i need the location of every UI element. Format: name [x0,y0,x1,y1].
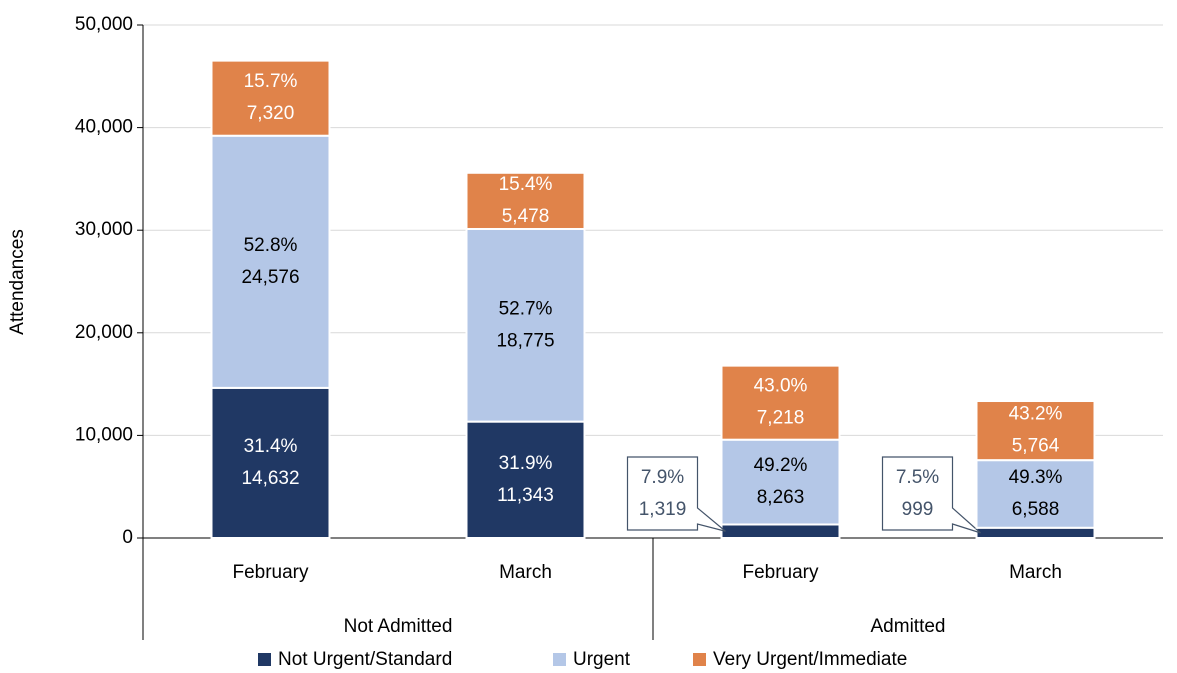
y-tick-label: 50,000 [75,14,133,35]
legend-swatch [553,653,566,666]
value-label: 6,588 [1012,499,1060,520]
bar-segment [210,386,331,539]
value-label: 5,764 [1012,436,1060,457]
x-tick-label: February [232,562,309,583]
share-label: 43.2% [1009,404,1063,425]
value-label: 7,320 [247,103,295,124]
y-tick-label: 20,000 [75,322,133,343]
share-label: 52.7% [499,298,553,319]
bar-segment [210,59,331,137]
share-label: 15.4% [499,174,553,195]
value-label: 18,775 [496,330,554,351]
y-tick-label: 40,000 [75,117,133,138]
x-tick-label: March [1009,562,1062,583]
value-label: 8,263 [757,487,805,508]
share-label: 31.4% [244,436,298,457]
legend-swatch [258,653,271,666]
bar-segment [465,171,586,230]
group-label: Not Admitted [344,616,453,637]
bar-segment [720,523,841,539]
bar-segment [975,400,1096,462]
value-label: 999 [902,499,934,520]
share-label: 31.9% [499,453,553,474]
bar-segment [465,420,586,539]
share-label: 43.0% [754,376,808,397]
y-tick-label: 10,000 [75,424,133,445]
value-label: 24,576 [241,267,299,288]
bar-segment [720,438,841,526]
x-tick-label: February [742,562,819,583]
value-label: 7,218 [757,408,805,429]
share-label: 15.7% [244,71,298,92]
y-tick-label: 30,000 [75,219,133,240]
value-label: 11,343 [497,485,554,506]
legend-label: Very Urgent/Immediate [713,649,907,670]
x-tick-label: March [499,562,552,583]
callout [626,456,726,532]
legend-label: Urgent [573,649,631,670]
share-label: 7.5% [896,467,939,488]
value-label: 5,478 [502,206,550,227]
bar-segment [975,526,1096,539]
callout [881,456,981,534]
legend-swatch [693,653,706,666]
y-axis-title: Attendances [7,229,28,335]
y-tick-label: 0 [122,527,133,548]
legend-label: Not Urgent/Standard [278,649,452,670]
bar-segment [465,227,586,423]
bar-segment [720,364,841,441]
share-label: 49.2% [754,455,808,476]
value-label: 1,319 [639,499,687,520]
share-label: 52.8% [244,235,298,256]
value-label: 14,632 [241,468,299,489]
bar-segment [210,134,331,389]
share-label: 49.3% [1009,467,1063,488]
group-label: Admitted [871,616,946,637]
share-label: 7.9% [641,467,684,488]
